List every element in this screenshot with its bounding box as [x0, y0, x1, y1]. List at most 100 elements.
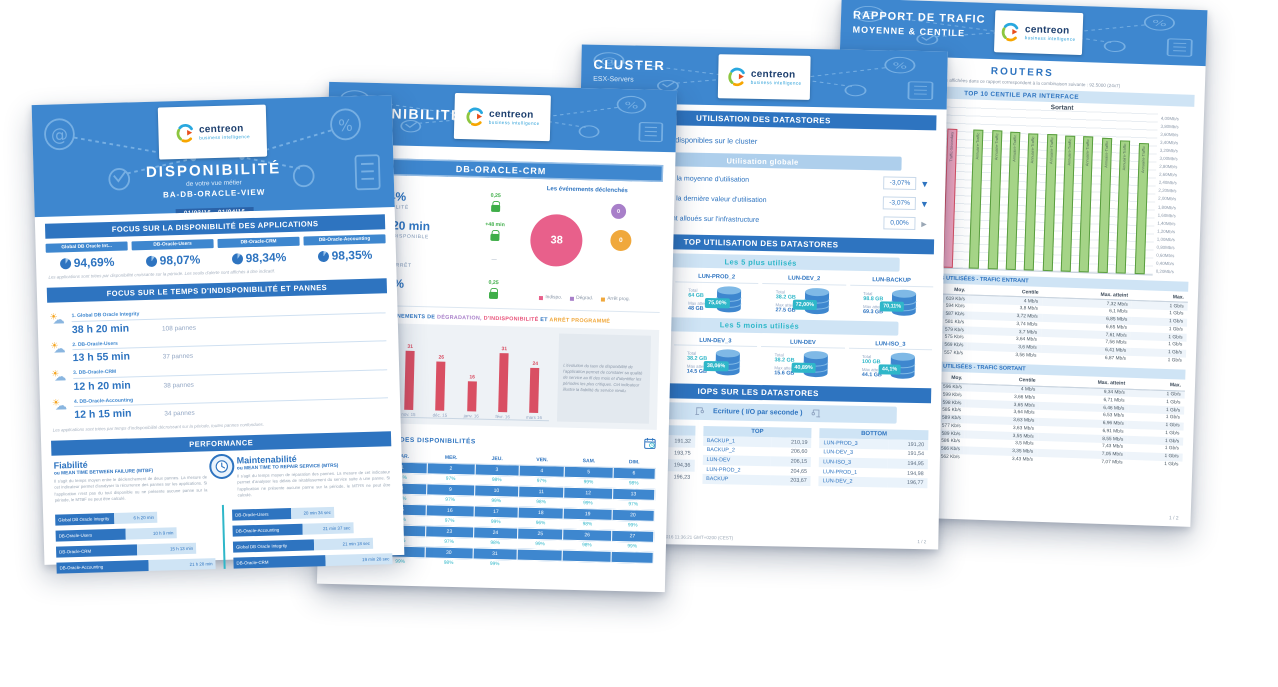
performance-intro: Fiabilité ou MEAN TIME BETWEEN FAILURE (… [42, 451, 403, 503]
y-axis-tick-label: 0,20Mb/s [1155, 268, 1174, 275]
downtime-failure-count: 108 pannes [161, 324, 197, 333]
availability-pie-icon [145, 255, 157, 267]
centreon-logo-box: centreon business intelligence [157, 104, 268, 160]
brand-tagline: business intelligence [488, 119, 540, 126]
kpi-delta: 0,25 [479, 192, 511, 212]
datastore-cylinder: 72,00% [792, 286, 832, 317]
legend-arret: Arrêt prog. [601, 296, 630, 303]
traffic-bar-label: Annuaire-Traffic [1085, 139, 1091, 167]
availability-value: 98,07% [159, 252, 201, 268]
y-axis-tick-label: 2,40Mb/s [1158, 180, 1177, 186]
calendar-title-rest: DES DISPONIBILITÉS [399, 436, 476, 446]
crane-icon [810, 407, 820, 419]
legend-swatch-orange [601, 297, 606, 302]
calendar-header: CALENDRIER DES DISPONIBILITÉS [320, 422, 669, 455]
kpi-delta-value: — [491, 256, 497, 263]
mtbf-bar: Global DB Oracle Integrity 6 h 20 min [55, 511, 158, 526]
y-axis-tick-label: 2,20Mb/s [1158, 188, 1177, 194]
trend-flat-icon: ► [919, 218, 929, 229]
bar-app-name: DB-Oracle-Users [232, 507, 292, 521]
legend-swatch-purple [570, 296, 575, 301]
traffic-bar-label: Traffic-Secondary [948, 131, 954, 162]
downtime-failure-count: 37 pannes [162, 352, 194, 361]
datastore-item: LUN-DEV Total 38.2 GB Max atteint 15.6 G… [760, 338, 845, 381]
evolution-bar-column: 16 janv. 16 [462, 331, 482, 418]
usage-label: est la dernière valeur d'utilisation [664, 195, 767, 205]
evolution-bar-column: 31 nov. 15 [399, 330, 419, 417]
datastore-name: LUN-DEV_2 [762, 275, 846, 286]
traffic-chart-yaxis: 4,00Mb/s 3,80Mb/s 3,60Mb/s 3,40Mb/s 3,20Mb/s… [1153, 108, 1195, 277]
weather-icon: ☀ ☁ [49, 311, 65, 327]
bar-duration-value: 21 min 37 sec [302, 521, 354, 535]
performance-bars: Global DB Oracle Integrity 6 h 20 min DB… [43, 496, 405, 574]
centreon-logo-box: centreon business intelligence [993, 10, 1083, 56]
bubble-indispo: 38 [530, 213, 584, 268]
evolution-bar-column: 24 mars 16 [525, 333, 545, 421]
delta-value: -3,07% [883, 196, 917, 210]
report-period-badge: 01/03/16 - 01/04/16 [175, 206, 254, 218]
iops-table-body: BACKUP_1 210,19 BACKUP_2 206,60 LUN-DEV … [702, 435, 812, 486]
page3-subtitle: ESX-Servers [593, 75, 634, 84]
mtbf-bar: DB-Oracle-Accounting 21 h 28 min [56, 557, 216, 574]
y-axis-tick-label: 3,20Mb/s [1159, 147, 1178, 154]
kpi-delta: — [478, 257, 510, 264]
datastore-item: LUN-PROD_2 Total 64 GB Max atteint 48 GB… [674, 273, 759, 315]
evolution-bar-column: 26 déc. 15 [431, 330, 451, 417]
bar-duration-value: 6 h 20 min [114, 511, 158, 524]
trend-down-icon: ▼ [919, 198, 929, 209]
bar-duration-value: 21 h 28 min [148, 557, 216, 571]
title-part-indispo: D'INDISPONIBILITÉ [483, 315, 541, 324]
downtime-duration: 12 h 20 min [73, 379, 131, 393]
y-axis-tick-label: 3,60Mb/s [1160, 131, 1179, 138]
brand-tagline: business intelligence [750, 79, 802, 86]
calendar-availability-cell [562, 561, 610, 571]
traffic-bar: Annuaire-Traffic [987, 130, 1002, 270]
events-legend: Indispo. Dégrad. Arrêt prog. [509, 294, 660, 303]
bar-app-name: DB-Oracle-Users [55, 528, 126, 542]
evolution-bar [498, 353, 509, 413]
kpi-delta-value: 0,25 [490, 192, 501, 199]
app-availability-item: DB-Oracle-CRM 98,34% [217, 236, 300, 266]
app-availability-item: Global DB Oracle Int... 94,69% [45, 241, 129, 270]
iops-row: BACKUP 203,67 [702, 474, 811, 486]
y-axis-tick-label: 1,60Mb/s [1157, 212, 1176, 218]
evolution-bar [404, 351, 415, 410]
centreon-logo-icon [1001, 22, 1020, 42]
centreon-logo-box: centreon business intelligence [453, 92, 551, 142]
bar-app-name: DB-Oracle-Accounting [232, 523, 303, 537]
events-title: Les événements déclenchés [546, 186, 628, 195]
y-axis-tick-label: 3,00Mb/s [1159, 155, 1178, 162]
y-axis-tick-label: 1,20Mb/s [1157, 228, 1176, 234]
app-availability-item: DB-Oracle-Accounting 98,35% [303, 234, 386, 263]
max-reached-cell: 6,87 Mb/s [1104, 356, 1127, 362]
datastore-name: LUN-PROD_2 [674, 273, 759, 284]
centile-cell: 3,56 Mb/s [1015, 353, 1037, 359]
mtrs-description: Il s'agit du temps moyen de réparation d… [237, 469, 391, 498]
traffic-bar: Annuaire-Traffic [1024, 133, 1039, 271]
calendar-availability-cell: 99% [489, 561, 500, 568]
iops-row: LUN-DEV_2 196,77 [818, 476, 928, 489]
downtime-row: ☀ ☁ 1. Global DB Oracle Integrity 38 h 20… [49, 304, 386, 338]
bubble-value: 0 [618, 236, 623, 245]
calendar-availability-cell [517, 560, 563, 570]
usage-delta: 0,00% ► [883, 216, 929, 230]
evolution-bar-value: 16 [469, 374, 476, 381]
usage-label: est la moyenne d'utilisation [665, 175, 750, 184]
max-cell: 1 Gb/s [1167, 358, 1182, 364]
kpi-delta: 0,25 [477, 279, 509, 299]
y-axis-tick-label: 2,80Mb/s [1159, 163, 1178, 170]
availability-value: 94,69% [73, 254, 115, 270]
bar-app-name: Global DB Oracle Integrity [55, 512, 115, 526]
bubble-value: 0 [617, 208, 621, 215]
app-availability-item: DB-Oracle-Users 98,07% [131, 239, 214, 268]
traffic-bar-label: Annuaire-Traffic [975, 132, 981, 160]
iops-table-top: TOP BACKUP_1 210,19 BACKUP_2 206,60 [702, 425, 812, 486]
evolution-bar-column: 31 févr. 16 [494, 332, 514, 420]
app-name-chip: DB-Oracle-Accounting [303, 234, 386, 246]
legend-label: Arrêt prog. [607, 296, 630, 303]
iops-table-bottom-2: BOTTOM LUN-PROD_3 191,20 LUN-DEV_3 191,5… [818, 428, 929, 489]
downtime-failure-count: 34 pannes [164, 409, 195, 418]
triggered-events-panel: Les événements déclenchés 38 0 0 Indispo… [509, 185, 662, 305]
datastore-name: BACKUP [702, 474, 771, 486]
clock-icon [208, 453, 235, 480]
